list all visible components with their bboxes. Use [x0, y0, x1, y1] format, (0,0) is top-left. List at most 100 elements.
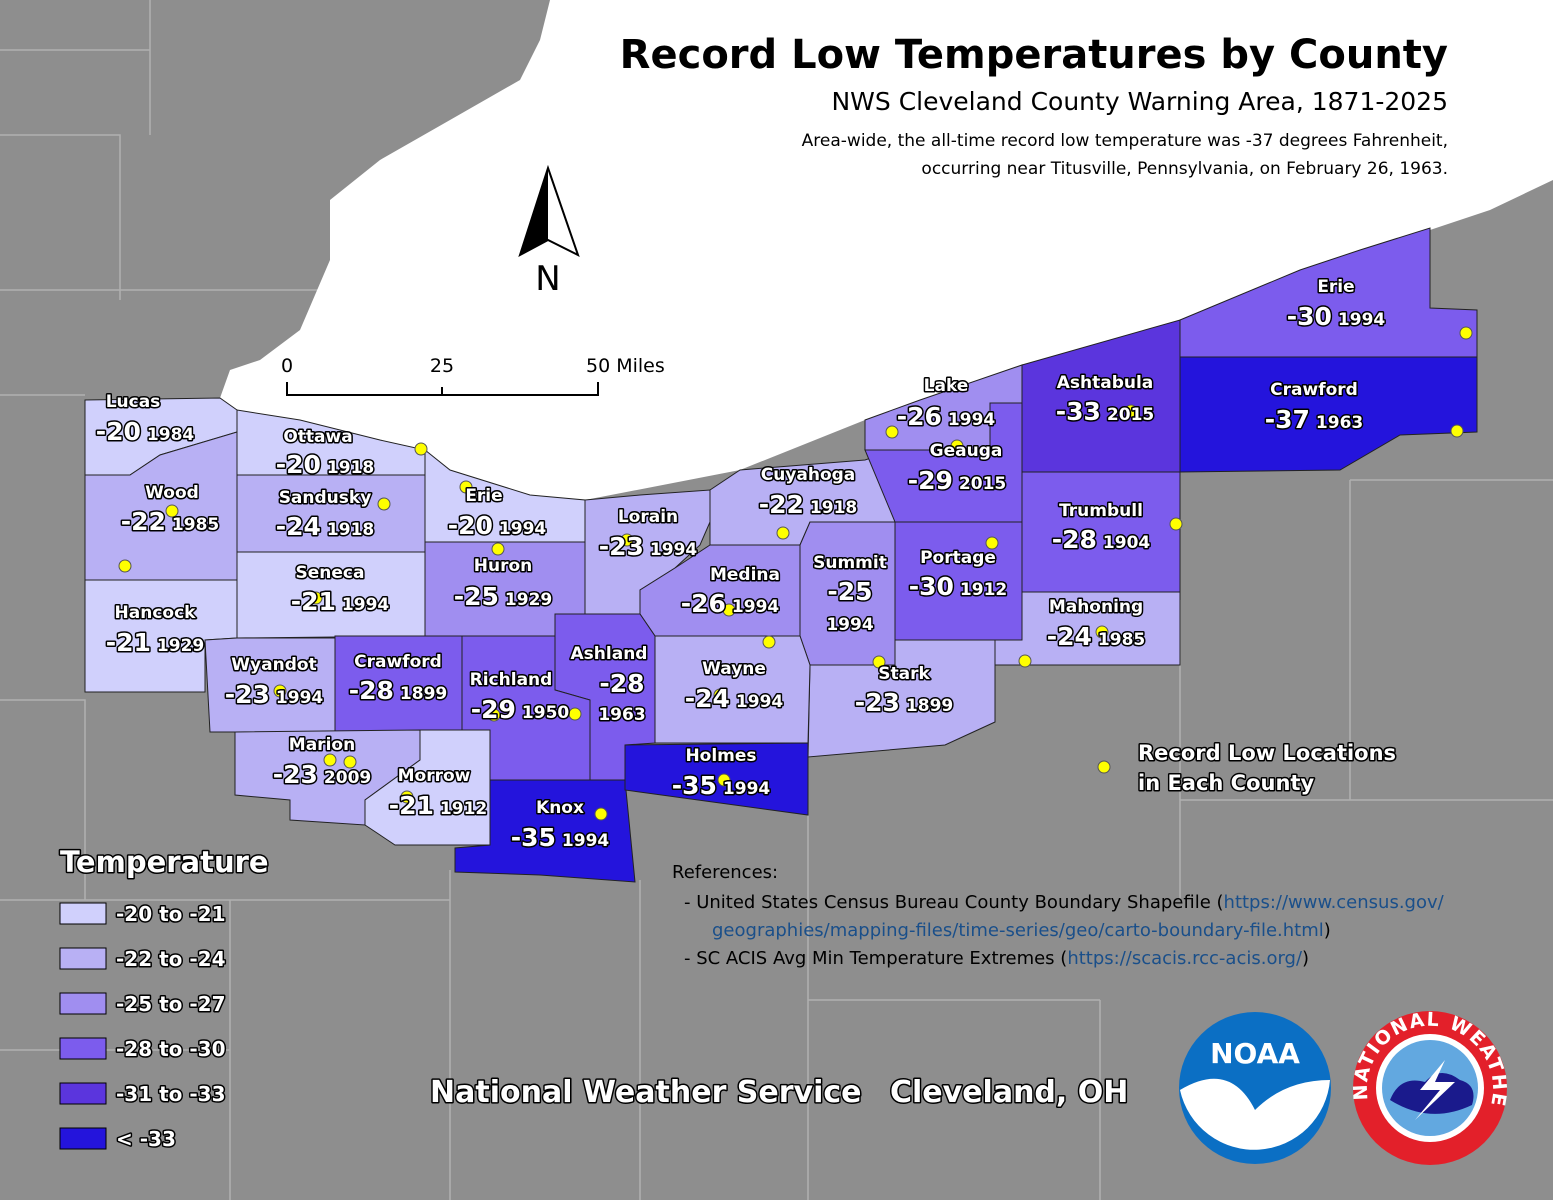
lake-erie [220, 0, 1553, 500]
record-temp: -24 [685, 684, 730, 713]
record-location [872, 655, 886, 669]
reference-text: ) [1302, 948, 1309, 969]
county-record: -28 [599, 669, 644, 698]
county-name: Erie [1317, 277, 1354, 297]
county-name: Mahoning [1049, 597, 1143, 617]
legend-label: -22 to -24 [116, 947, 226, 971]
record-temp: -30 [909, 572, 954, 601]
record-location [885, 425, 899, 439]
county-name: Ottawa [283, 427, 352, 447]
record-year: 1994 [499, 519, 546, 539]
county-name: Huron [474, 556, 533, 576]
county-record: -35 1994 [511, 823, 610, 852]
record-location [1169, 517, 1183, 531]
county-record: -29 1950 [471, 695, 570, 724]
record-year: 2009 [324, 768, 371, 788]
record-temp: -22 [759, 490, 804, 519]
record-temp: -20 [276, 450, 321, 479]
county-name: Lorain [618, 507, 678, 527]
counties [84, 227, 1478, 883]
scale-label: 25 [430, 355, 454, 377]
title: Record Low Temperatures by County [620, 32, 1448, 78]
county-record: -24 1985 [1047, 622, 1146, 651]
record-location [950, 439, 964, 453]
record-location [1018, 654, 1032, 668]
record-location [762, 635, 776, 649]
county-labels: Lucas -20 1984 Ottawa -20 1918 Wood -22 1985 Sand… [94, 276, 1387, 854]
record-temp: -21 [291, 587, 336, 616]
county-record: -23 1899 [855, 688, 954, 717]
record-temp: -30 [1287, 302, 1332, 331]
legend-swatch [59, 1127, 107, 1150]
references: - United States Census Bureau County Bou… [684, 892, 1445, 969]
county-record: -29 2015 [908, 466, 1007, 495]
county-record: -22 1918 [759, 490, 858, 519]
record-temp: -24 [276, 512, 321, 541]
reference-line: - United States Census Bureau County Bou… [684, 892, 1445, 913]
record-location [722, 603, 736, 617]
record-year: 1899 [906, 696, 953, 716]
record-temp: -23 [599, 532, 644, 561]
record-year: 1994 [736, 692, 783, 712]
county-name: Sandusky [279, 488, 372, 508]
county-name: Holmes [685, 746, 756, 766]
record-location [713, 688, 727, 702]
county-name: Geauga [930, 441, 1003, 461]
reference-text: ) [1324, 920, 1331, 941]
record-year: 1963 [1316, 413, 1363, 433]
county-record: -24 1918 [276, 512, 375, 541]
record-year: 1985 [172, 515, 219, 535]
record-temp: -21 [389, 791, 434, 820]
county-name: Richland [470, 670, 553, 690]
scale-label: 50 Miles [586, 355, 665, 377]
record-year: 1918 [810, 498, 857, 518]
reference-line: - SC ACIS Avg Min Temperature Extremes (… [684, 948, 1309, 969]
record-year: 1994 [723, 779, 770, 799]
county-record: -20 1984 [96, 417, 195, 446]
county-record: -37 1963 [1265, 405, 1364, 434]
record-year: 1994 [276, 688, 323, 708]
record-year: 1994 [826, 615, 873, 635]
county-record: -25 [827, 577, 872, 606]
scale-bar [286, 382, 599, 396]
record-location [487, 708, 501, 722]
record-location [985, 536, 999, 550]
record-location [459, 480, 473, 494]
county-record: -26 1994 [681, 589, 780, 618]
county-record: -21 1912 [389, 791, 488, 820]
record-location [309, 591, 323, 605]
county [864, 402, 1023, 523]
county-name: Cuyahoga [761, 465, 856, 485]
county-record: -23 1994 [225, 680, 324, 709]
county-record: -33 2015 [1056, 397, 1155, 426]
county [624, 742, 809, 816]
county-name: Erie [465, 486, 502, 506]
county [236, 474, 426, 553]
points-label: in Each County [1138, 771, 1314, 795]
county [364, 729, 491, 846]
county-name: Hancock [115, 603, 197, 623]
county-name: Wood [145, 483, 199, 503]
county-record: -23 1994 [599, 532, 698, 561]
county-record: -28 1904 [1052, 525, 1151, 554]
reference-link: https://scacis.rcc-acis.org/ [1067, 948, 1303, 969]
county-name: Morrow [398, 766, 471, 786]
north-label: N [535, 259, 560, 299]
record-year: 1994 [342, 595, 389, 615]
county-name: Knox [536, 798, 584, 818]
record-year: 1985 [1098, 630, 1145, 650]
record-location [323, 753, 337, 767]
legend-label: -25 to -27 [116, 992, 226, 1016]
county-record: -28 1899 [349, 676, 448, 705]
record-location [165, 504, 179, 518]
record-year: 1912 [440, 799, 487, 819]
reference-text: - United States Census Bureau County Bou… [684, 892, 1224, 913]
record-year: 1929 [505, 590, 552, 610]
record-year: 1918 [327, 458, 374, 478]
county-name: Marion [289, 735, 355, 755]
note: Area-wide, the all-time record low tempe… [802, 131, 1448, 151]
county-name: Medina [710, 565, 780, 585]
points-legend-dot [1097, 760, 1111, 774]
record-location [414, 442, 428, 456]
record-year: 1994 [948, 410, 995, 430]
